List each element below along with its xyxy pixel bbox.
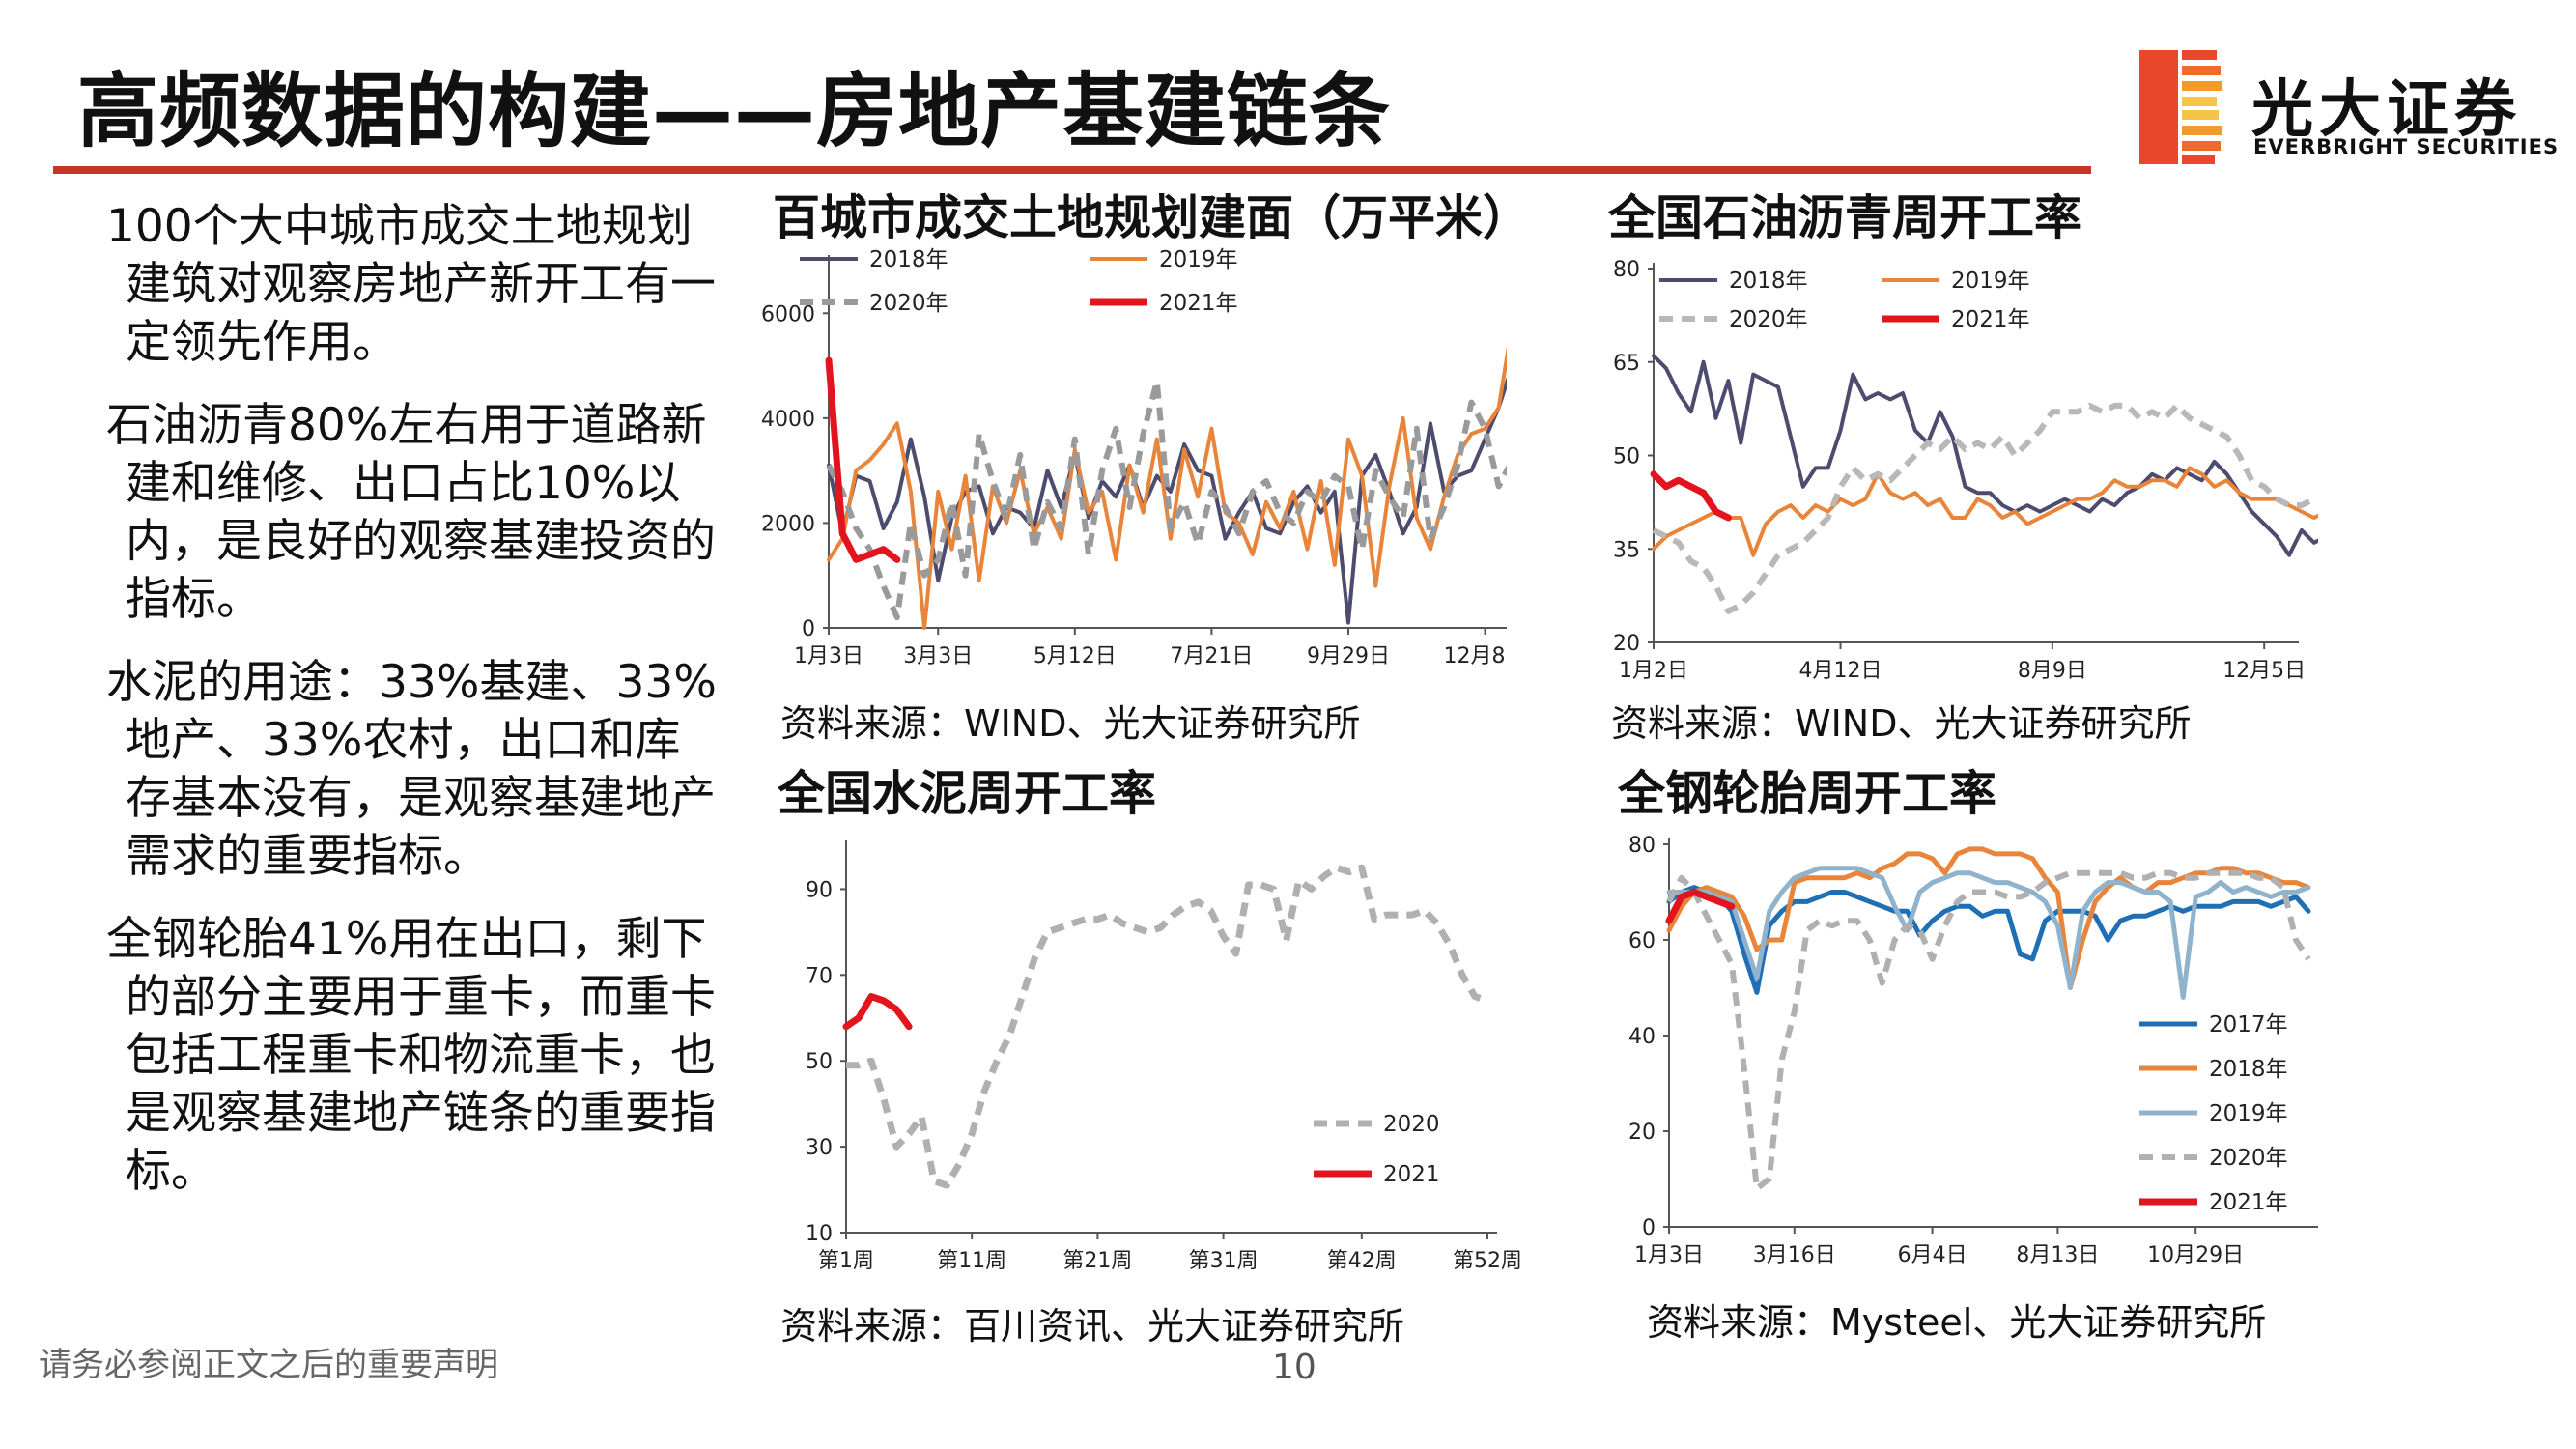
cement-chart-source: 资料来源：百川资讯、光大证券研究所 xyxy=(780,1305,1405,1348)
x-tick-label: 4月12日 xyxy=(1799,659,1882,683)
legend-label: 2021 xyxy=(1383,1162,1440,1187)
y-tick-label: 6000 xyxy=(761,302,815,327)
x-tick-label: 1月2日 xyxy=(1619,659,1688,683)
asphalt-chart: 20 35 50 65 80 1月2日 4月12日 8月9日 12月5日 2018年 2019年 20… xyxy=(1613,258,2318,683)
series-line-2018年 xyxy=(1666,846,2311,990)
x-tick-label: 12月8日 xyxy=(1444,644,1507,668)
land-chart: 0 2000 4000 6000 1月3日 3月3日 5月12日 7月21日 9月29日 12月8… xyxy=(761,247,1507,668)
x-tick-label: 9月29日 xyxy=(1307,644,1390,668)
legend-label: 2020年 xyxy=(1729,307,1808,332)
legend-label: 2018年 xyxy=(1729,269,1808,294)
x-tick-label: 7月21日 xyxy=(1170,644,1253,668)
legend-label: 2017年 xyxy=(2209,1012,2288,1037)
logo-name-en: EVERBRIGHT SECURITIES xyxy=(2253,135,2560,158)
series-line-2019年 xyxy=(1666,866,2311,1000)
logo-name-cn: 光大证券 xyxy=(2251,74,2522,146)
y-tick-label: 90 xyxy=(806,878,833,902)
y-tick-label: 35 xyxy=(1613,538,1640,562)
x-tick-label: 10月29日 xyxy=(2147,1243,2244,1267)
legend-label: 2021年 xyxy=(1951,307,2030,332)
legend-label: 2020 xyxy=(1383,1112,1440,1137)
series-line-2021年 xyxy=(1650,470,1732,522)
series-line-2020年 xyxy=(1666,869,2311,1192)
series-line-2018年 xyxy=(1652,354,2318,557)
y-tick-label: 80 xyxy=(1628,834,1656,858)
x-tick-label: 8月9日 xyxy=(2018,659,2087,683)
bullet-item: 石油沥青80%左右用于道路新建和维修、出口占比10%以内，是良好的观察基建投资的… xyxy=(106,399,716,626)
bullet-item: 水泥的用途：33%基建、33%地产、33%农村，出口和库存基本没有，是观察基建地… xyxy=(106,656,717,883)
series-line-2021年 xyxy=(1665,889,1736,924)
legend-label: 2020年 xyxy=(2209,1146,2288,1171)
land-chart-source: 资料来源：WIND、光大证券研究所 xyxy=(780,702,1361,745)
x-tick-label: 第1周 xyxy=(818,1249,874,1273)
page-title: 高频数据的构建——房地产基建链条 xyxy=(77,64,1392,158)
company-logo: 光大证券 EVERBRIGHT SECURITIES xyxy=(2139,46,2558,172)
land-chart-title: 百城市成交土地规划建面（万平米） xyxy=(773,190,1531,245)
x-tick-label: 第31周 xyxy=(1189,1249,1259,1273)
y-tick-label: 80 xyxy=(1613,258,1640,282)
series-line-2021年 xyxy=(825,356,901,563)
cement-chart: 10 30 50 70 90 第1周 第11周 第21周 第31周 第42周 第52周 2020 202… xyxy=(806,840,1522,1273)
series-line-2020年 xyxy=(826,378,1507,621)
page-number: 10 xyxy=(1272,1348,1316,1387)
legend-label: 2019年 xyxy=(2209,1101,2288,1126)
tire-chart: 0 20 40 60 80 1月3日 3月16日 6月4日 8月13日 10月29日 2017年 20… xyxy=(1628,834,2318,1267)
y-tick-label: 20 xyxy=(1628,1121,1656,1145)
series-line-2021 xyxy=(842,993,913,1031)
y-tick-label: 65 xyxy=(1613,352,1640,376)
series-line-2018年 xyxy=(827,376,1507,625)
legend-label: 2018年 xyxy=(869,247,948,272)
x-tick-label: 12月5日 xyxy=(2222,659,2306,683)
everbright-logo-icon xyxy=(2139,50,2222,164)
y-tick-label: 0 xyxy=(802,617,815,641)
y-tick-label: 20 xyxy=(1613,632,1640,656)
bullet-item: 全钢轮胎41%用在出口，剩下的部分主要用于重卡，而重卡包括工程重卡和物流重卡，也… xyxy=(106,913,716,1198)
y-tick-label: 50 xyxy=(806,1050,833,1074)
series-line-2019年 xyxy=(1652,466,2318,557)
tire-chart-title: 全钢轮胎周开工率 xyxy=(1618,766,1997,821)
y-tick-label: 70 xyxy=(806,964,833,988)
legend-label: 2020年 xyxy=(869,291,948,316)
legend-label: 2019年 xyxy=(1951,269,2030,294)
x-tick-label: 1月3日 xyxy=(794,644,863,668)
y-tick-label: 10 xyxy=(806,1222,833,1246)
legend-label: 2019年 xyxy=(1159,247,1238,272)
y-tick-label: 0 xyxy=(1642,1216,1656,1240)
legend-label: 2018年 xyxy=(2209,1057,2288,1082)
y-tick-label: 4000 xyxy=(761,408,815,432)
y-tick-label: 40 xyxy=(1628,1025,1656,1049)
legend-label: 2021年 xyxy=(2209,1190,2288,1215)
x-tick-label: 第21周 xyxy=(1062,1249,1132,1273)
x-tick-label: 3月16日 xyxy=(1753,1243,1836,1267)
cement-chart-title: 全国水泥周开工率 xyxy=(778,766,1157,821)
legend-label: 2021年 xyxy=(1159,291,1238,316)
x-tick-label: 8月13日 xyxy=(2016,1243,2099,1267)
series-line-2017年 xyxy=(1666,885,2311,995)
x-tick-label: 3月3日 xyxy=(903,644,973,668)
series-line-2020 xyxy=(846,864,1489,1189)
x-tick-label: 5月12日 xyxy=(1033,644,1117,668)
y-tick-label: 60 xyxy=(1628,929,1656,953)
asphalt-chart-source: 资料来源：WIND、光大证券研究所 xyxy=(1611,702,2192,745)
x-tick-label: 6月4日 xyxy=(1898,1243,1967,1267)
y-tick-label: 30 xyxy=(806,1136,833,1160)
x-tick-label: 第11周 xyxy=(937,1249,1006,1273)
y-tick-label: 2000 xyxy=(761,512,815,536)
series-line-2020年 xyxy=(1652,402,2316,614)
asphalt-chart-title: 全国石油沥青周开工率 xyxy=(1608,190,2082,245)
bullet-list: 100个大中城市成交土地规划建筑对观察房地产新开工有一定领先作用。 石油沥青80… xyxy=(106,198,724,1226)
tire-chart-source: 资料来源：Mysteel、光大证券研究所 xyxy=(1647,1301,2267,1344)
x-tick-label: 1月3日 xyxy=(1634,1243,1704,1267)
title-divider xyxy=(53,166,2091,174)
y-tick-label: 50 xyxy=(1613,445,1640,469)
x-tick-label: 第52周 xyxy=(1453,1249,1522,1273)
bullet-item: 100个大中城市成交土地规划建筑对观察房地产新开工有一定领先作用。 xyxy=(106,200,716,369)
x-tick-label: 第42周 xyxy=(1327,1249,1397,1273)
disclaimer-text: 请务必参阅正文之后的重要声明 xyxy=(39,1346,498,1384)
